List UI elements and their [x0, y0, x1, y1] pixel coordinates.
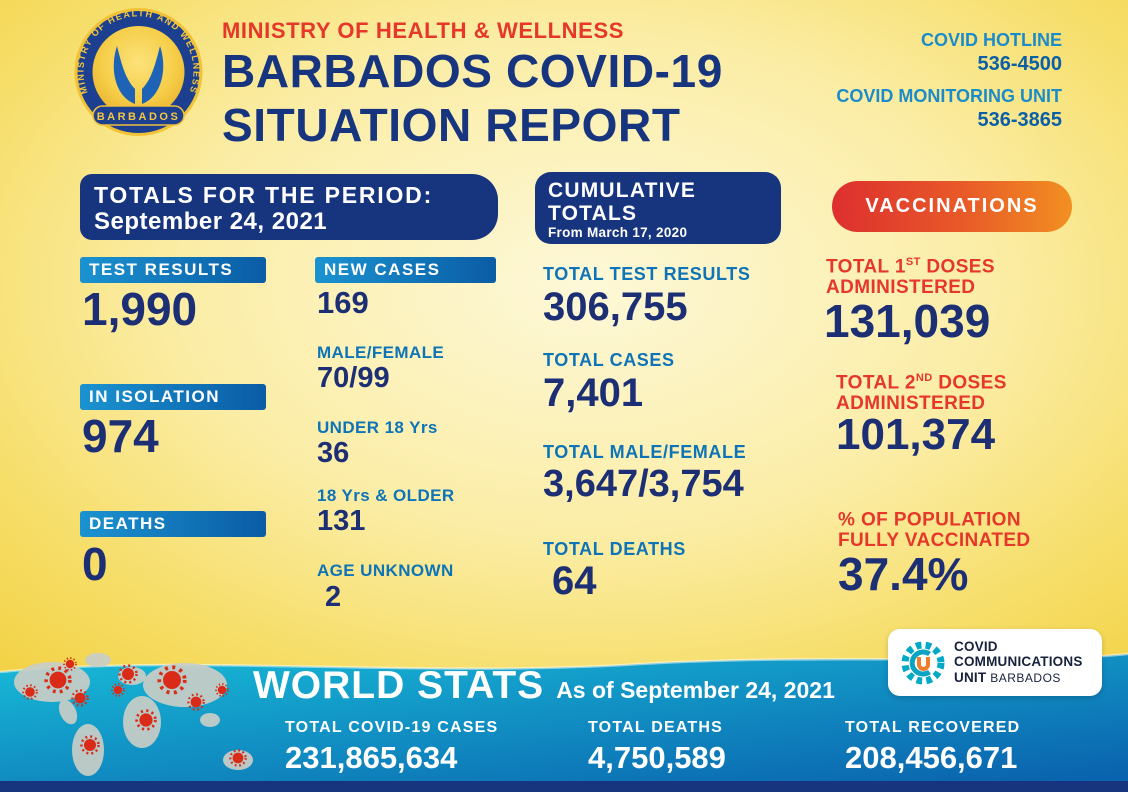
- world-stats-date: As of September 24, 2021: [556, 677, 835, 703]
- band-shape: [0, 654, 1128, 792]
- first-doses-label-line1-rest: DOSES: [920, 256, 995, 278]
- first-doses-label-line1: TOTAL 1: [826, 256, 906, 278]
- new-cases-label: NEW CASES: [324, 260, 441, 279]
- cumulative-banner-line1: CUMULATIVE: [548, 179, 697, 202]
- world-deaths-value: 4,750,589: [588, 740, 726, 775]
- total-test-results-label: TOTAL TEST RESULTS: [543, 264, 751, 284]
- monitoring-unit-label: COVID MONITORING UNIT: [836, 86, 1062, 106]
- report-title-line1: BARBADOS COVID-19: [222, 45, 723, 97]
- cumulative-banner: CUMULATIVE TOTALS From March 17, 2020: [535, 172, 781, 244]
- ccu-line2: COMMUNICATIONS: [954, 654, 1083, 670]
- total-deaths-value: 64: [552, 559, 597, 603]
- world-recovered-label: TOTAL RECOVERED: [845, 719, 1021, 736]
- vaccinations-banner: VACCINATIONS: [832, 181, 1072, 232]
- continents: [14, 653, 253, 776]
- covid-hotline-number: 536-4500: [977, 53, 1062, 75]
- report-title-line2: SITUATION REPORT: [222, 99, 681, 151]
- second-doses-label-line1: TOTAL 2: [836, 372, 916, 394]
- in-isolation-bar: IN ISOLATION: [80, 384, 266, 410]
- first-doses-value: 131,039: [824, 295, 991, 347]
- second-doses-label-line1-rest: DOSES: [932, 372, 1007, 394]
- ccu-badge: COVID COMMUNICATIONS UNIT BARBADOS: [888, 629, 1102, 696]
- report-title: BARBADOS COVID-19 SITUATION REPORT: [222, 44, 723, 152]
- world-cases-stat: TOTAL COVID-19 CASES 231,865,634: [285, 719, 498, 776]
- test-results-value: 1,990: [82, 283, 198, 335]
- total-cases-value: 7,401: [543, 371, 644, 415]
- logo-ribbon: [92, 105, 185, 126]
- age-unknown-label: AGE UNKNOWN: [317, 561, 454, 580]
- period-banner: TOTALS FOR THE PERIOD: September 24, 202…: [80, 174, 498, 240]
- total-deaths-label: TOTAL DEATHS: [543, 539, 686, 559]
- total-test-results-value: 306,755: [543, 285, 688, 329]
- ccu-line1: COVID: [954, 638, 998, 654]
- fully-vaccinated-label: % OF POPULATION FULLY VACCINATED: [838, 505, 1031, 551]
- world-stats-title: WORLD STATS: [253, 664, 545, 707]
- test-results-label: TEST RESULTS: [89, 260, 234, 279]
- over-18-label: 18 Yrs & OLDER: [317, 486, 455, 505]
- logo-inner-disc: [92, 26, 185, 118]
- test-results-bar: TEST RESULTS: [80, 257, 266, 283]
- world-deaths-stat: TOTAL DEATHS 4,750,589: [588, 719, 726, 776]
- world-deaths-label: TOTAL DEATHS: [588, 719, 723, 736]
- period-banner-line2: September 24, 2021: [94, 208, 328, 235]
- ministry-logo: MINISTRY OF HEALTH AND WELLNESS BARBADOS: [74, 8, 203, 136]
- under-18-label: UNDER 18 Yrs: [317, 418, 438, 437]
- in-isolation-label: IN ISOLATION: [89, 387, 221, 406]
- second-doses-value: 101,374: [836, 410, 996, 459]
- world-recovered-stat: TOTAL RECOVERED 208,456,671: [845, 719, 1020, 776]
- fully-vaccinated-value: 37.4%: [838, 548, 969, 600]
- new-cases-bar: NEW CASES: [315, 257, 496, 283]
- cumulative-banner-line3: From March 17, 2020: [548, 225, 688, 240]
- male-female-label: MALE/FEMALE: [317, 343, 445, 362]
- world-cases-value: 231,865,634: [285, 740, 458, 775]
- total-male-female-value: 3,647/3,754: [543, 463, 744, 505]
- cumulative-banner-line2: TOTALS: [548, 202, 638, 225]
- covid-hotline-label: COVID HOTLINE: [920, 30, 1062, 50]
- period-banner-line1: TOTALS FOR THE PERIOD:: [94, 182, 434, 208]
- deaths-value: 0: [82, 538, 108, 590]
- first-doses-label: TOTAL 1ST DOSES ADMINISTERED: [826, 252, 995, 298]
- second-doses-label: TOTAL 2ND DOSES ADMINISTERED: [836, 368, 1007, 414]
- ministry-name: MINISTRY OF HEALTH & WELLNESS: [222, 18, 624, 43]
- world-stats-header: WORLD STATS As of September 24, 2021: [253, 664, 835, 708]
- ccu-gear-icon: [901, 641, 945, 684]
- second-doses-label-line2: ADMINISTERED: [836, 393, 986, 415]
- ccu-text: COVID COMMUNICATIONS UNIT BARBADOS: [954, 639, 1083, 687]
- deaths-label: DEATHS: [89, 514, 167, 533]
- total-cases-label: TOTAL CASES: [543, 350, 675, 370]
- footer-strip: [0, 781, 1128, 792]
- over-18-value: 131: [317, 505, 366, 537]
- first-doses-label-line2: ADMINISTERED: [826, 277, 976, 299]
- under-18-value: 36: [317, 437, 350, 469]
- first-doses-ordinal: ST: [905, 256, 921, 268]
- fully-vaccinated-label-line2: FULLY VACCINATED: [838, 530, 1031, 552]
- world-recovered-value: 208,456,671: [845, 740, 1018, 775]
- ccu-line3-bold: UNIT: [954, 669, 987, 685]
- ccu-line3-rest: BARBADOS: [990, 670, 1061, 685]
- hands-emblem: [113, 46, 164, 104]
- contact-block: COVID HOTLINE 536-4500 COVID MONITORING …: [836, 28, 1062, 140]
- fully-vaccinated-label-line1: % OF POPULATION: [838, 509, 1021, 531]
- world-map: [14, 653, 253, 776]
- in-isolation-value: 974: [82, 410, 159, 462]
- world-cases-label: TOTAL COVID-19 CASES: [285, 719, 499, 736]
- monitoring-unit-number: 536-3865: [977, 109, 1062, 131]
- age-unknown-value: 2: [325, 581, 342, 613]
- ccu-line3: UNIT BARBADOS: [954, 670, 1083, 687]
- total-male-female-label: TOTAL MALE/FEMALE: [543, 442, 747, 462]
- new-cases-value: 169: [317, 285, 369, 320]
- logo-banner-text: BARBADOS: [97, 111, 181, 123]
- second-doses-ordinal: ND: [915, 372, 933, 384]
- deaths-bar: DEATHS: [80, 511, 266, 537]
- male-female-value: 70/99: [317, 362, 390, 394]
